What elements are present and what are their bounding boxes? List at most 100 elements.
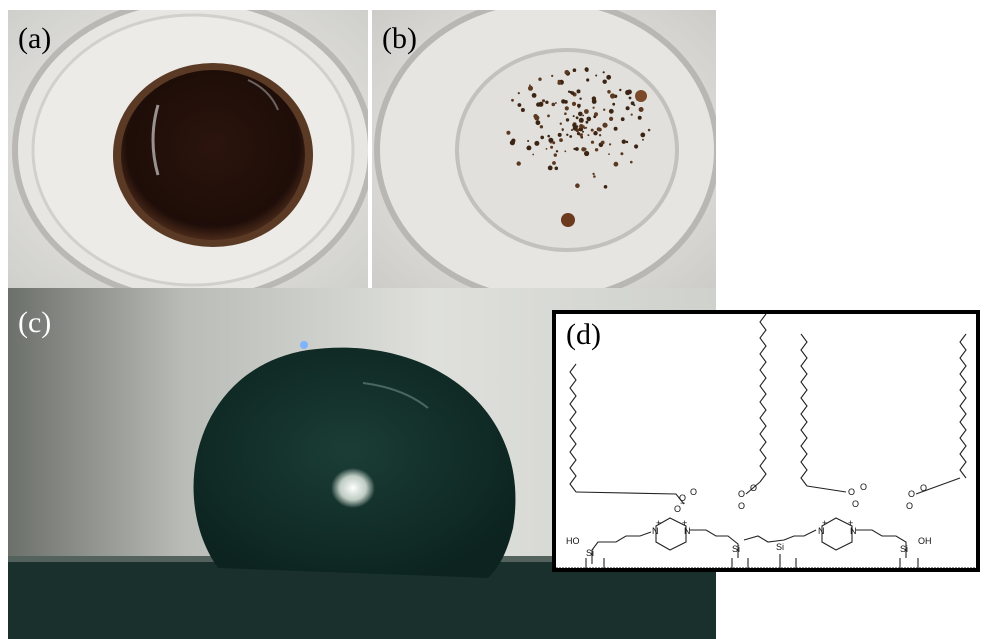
particle-speck	[595, 74, 598, 77]
carboxylate-o-6: O	[860, 482, 867, 492]
particle-speck	[630, 113, 633, 116]
particle-speck	[609, 116, 614, 121]
particle-speck	[520, 108, 525, 112]
particle-speck	[559, 138, 563, 143]
particle-speck	[564, 106, 569, 111]
particle-speck	[564, 70, 570, 75]
chemical-scheme-panel: (d) O O	[552, 310, 980, 572]
particle-speck	[531, 93, 537, 98]
particle-speck	[564, 112, 567, 115]
particle-speck	[517, 92, 520, 95]
particle-speck	[638, 107, 644, 112]
particle-speck	[516, 161, 521, 166]
particle-speck	[564, 150, 567, 153]
particle-speck	[642, 138, 644, 141]
particle-speck	[598, 134, 602, 137]
particle-speck	[602, 122, 608, 128]
silicon-3: Si	[776, 542, 784, 552]
particle-speck	[634, 144, 639, 149]
particle-speck	[575, 147, 579, 151]
particle-speck	[554, 166, 559, 171]
particle-speck	[552, 141, 556, 145]
particle-speck	[526, 145, 532, 151]
particle-speck	[587, 134, 590, 137]
particle-speck	[540, 135, 544, 140]
carboxylate-o-7: O	[908, 489, 915, 499]
particle-speck	[613, 161, 619, 167]
particle-speck	[583, 127, 586, 130]
charge-plus-1: +	[656, 518, 661, 528]
particle-speck	[559, 122, 562, 125]
particle-speck	[583, 147, 587, 151]
particle-speck	[538, 77, 542, 81]
silicon-2: Si	[732, 544, 740, 554]
particle-speck	[506, 130, 511, 135]
particle-speck	[570, 91, 575, 95]
photo-panel-a: (a)	[8, 10, 368, 288]
particle-speck	[630, 160, 633, 164]
particle-speck	[582, 114, 584, 117]
particle-speck	[628, 96, 632, 100]
particle-speck	[585, 120, 589, 124]
particle-speck	[572, 68, 577, 72]
particle-speck	[603, 185, 608, 189]
particle-speck	[547, 134, 550, 138]
carboxylate-ominus-1: O	[674, 504, 681, 514]
carboxylate-o-4: O	[750, 483, 757, 493]
particle-speck	[534, 115, 540, 121]
ammonium-n-2: N	[684, 526, 691, 536]
particle-speck	[594, 112, 598, 117]
particle-specks	[506, 67, 651, 189]
particle-speck	[566, 133, 569, 136]
particle-speck	[539, 125, 544, 129]
particle-speck	[548, 137, 554, 143]
carboxylate-o-2: O	[690, 487, 697, 497]
particle-speck	[532, 153, 535, 156]
particle-speck	[591, 96, 597, 101]
ammonium-n-1: N	[652, 526, 659, 536]
particle-speck	[552, 161, 556, 165]
particle-speck	[640, 132, 646, 138]
particle-speck	[547, 114, 550, 118]
carboxylate-ominus-2: O	[738, 501, 745, 511]
particle-speck	[625, 106, 630, 111]
ammonium-n-4: N	[850, 526, 857, 536]
particle-speck	[575, 183, 580, 188]
particle-speck	[596, 127, 601, 132]
ammonium-n-3: N	[818, 526, 825, 536]
particle-speck	[550, 145, 554, 149]
carboxylate-ominus-3: O	[852, 499, 859, 509]
particle-speck	[608, 153, 610, 155]
carboxylate-o-3: O	[738, 489, 745, 499]
particle-speck	[600, 140, 605, 145]
particle-speck	[592, 172, 595, 176]
hydroxyl-ho: HO	[566, 536, 580, 546]
particle-speck	[561, 129, 564, 132]
particle-speck	[553, 153, 557, 157]
particle-speck	[535, 120, 541, 126]
particle-speck	[527, 140, 530, 142]
particle-speck	[528, 85, 533, 91]
particle-speck	[584, 150, 590, 157]
particle-speck	[545, 100, 549, 105]
particle-speck	[584, 126, 588, 129]
particle-speck	[575, 116, 579, 120]
particle-speck	[557, 132, 562, 137]
particle-speck	[579, 124, 584, 129]
particle-speck	[511, 98, 514, 102]
carboxylate-o-8: O	[920, 483, 927, 493]
particle-speck	[557, 79, 561, 83]
particle-speck	[578, 117, 584, 123]
particle-speck	[569, 135, 573, 138]
beaker-dark-liquid-image	[8, 10, 368, 288]
particle-speck	[571, 129, 573, 131]
particle-speck	[577, 103, 581, 108]
particle-speck	[584, 67, 589, 72]
carboxylate-ominus-4: O	[906, 501, 913, 511]
particle-speck	[602, 79, 607, 84]
particle-speck	[534, 140, 540, 146]
particle-speck	[637, 115, 642, 120]
particle-speck	[602, 71, 605, 74]
particle-speck	[590, 140, 595, 144]
particle-speck	[607, 90, 611, 94]
